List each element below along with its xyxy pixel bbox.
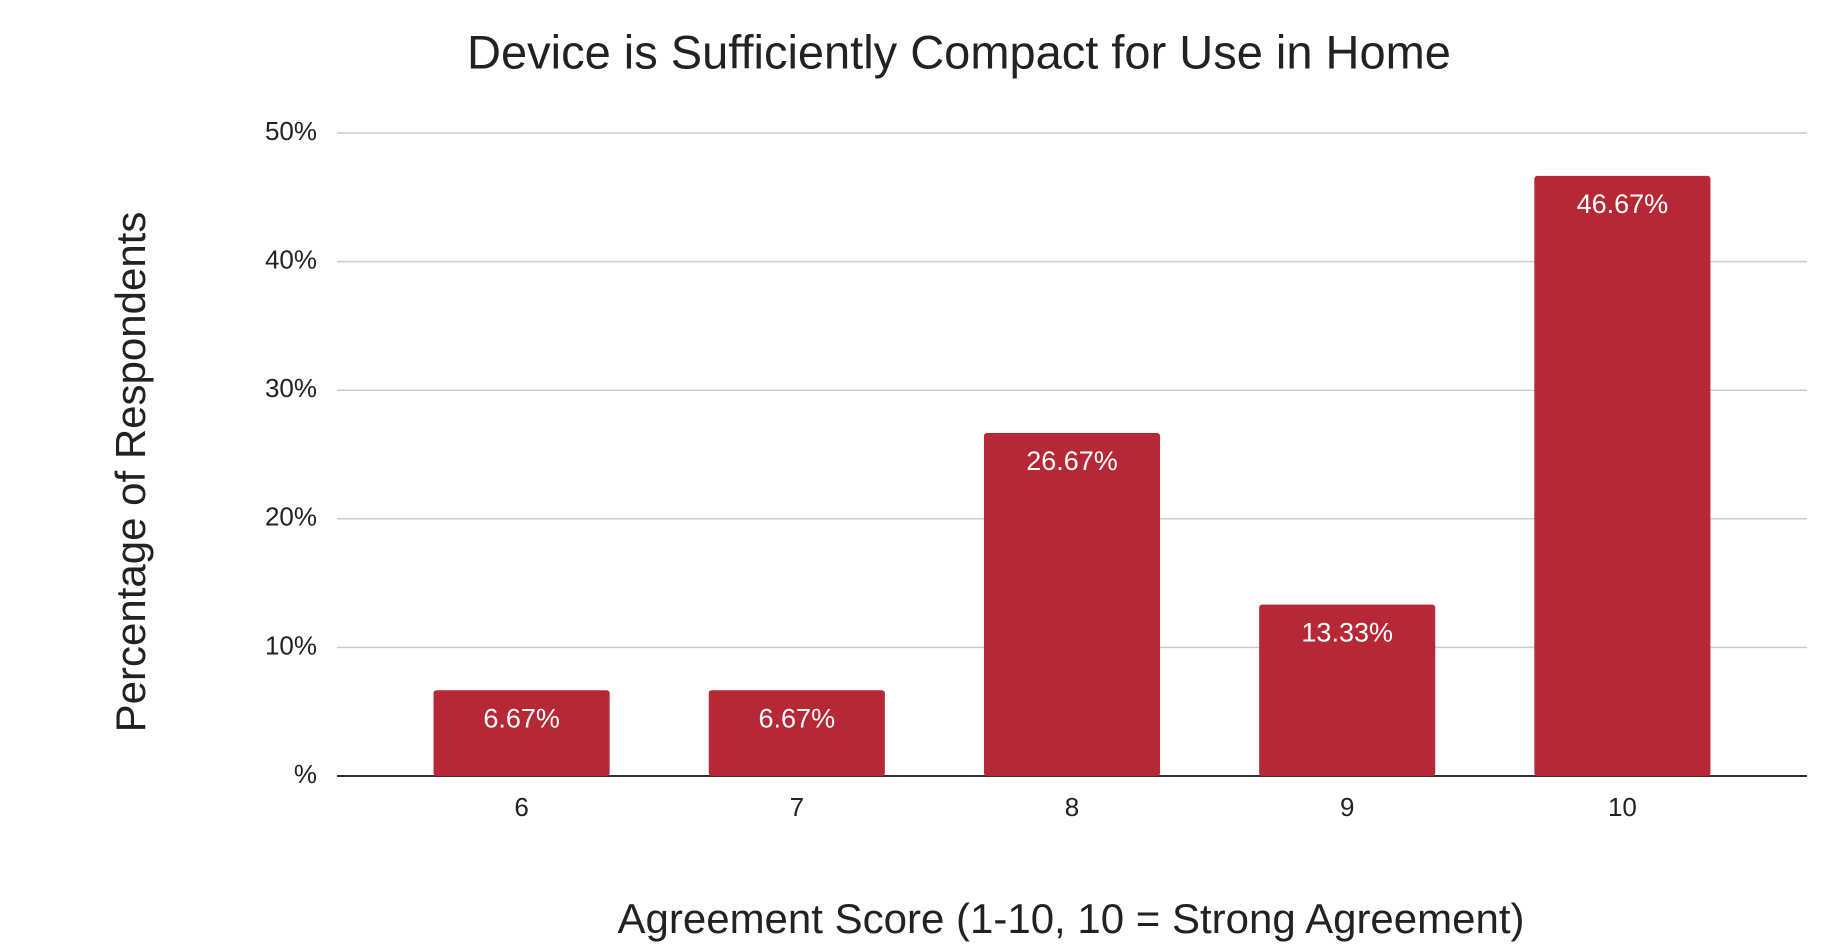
chart-title: Device is Sufficiently Compact for Use i… bbox=[467, 25, 1451, 78]
x-tick-label: 9 bbox=[1340, 792, 1354, 822]
bar bbox=[983, 433, 1161, 776]
data-label: 6.67% bbox=[759, 703, 836, 733]
x-tick-label: 6 bbox=[514, 792, 528, 822]
data-label: 26.67% bbox=[1026, 446, 1118, 476]
y-tick-label: % bbox=[294, 759, 317, 789]
data-label: 6.67% bbox=[483, 703, 560, 733]
y-tick-label: 10% bbox=[265, 630, 317, 660]
data-label: 13.33% bbox=[1301, 618, 1393, 648]
bar bbox=[708, 690, 885, 776]
y-tick-label: 50% bbox=[265, 116, 317, 146]
x-tick-label: 8 bbox=[1065, 792, 1079, 822]
y-tick-label: 20% bbox=[265, 502, 317, 532]
x-axis-label: Agreement Score (1-10, 10 = Strong Agree… bbox=[618, 895, 1525, 942]
bar bbox=[433, 690, 610, 776]
data-label: 46.67% bbox=[1577, 189, 1669, 219]
x-tick-label: 7 bbox=[790, 792, 804, 822]
x-tick-label: 10 bbox=[1608, 792, 1637, 822]
y-axis-label: Percentage of Respondents bbox=[107, 212, 154, 733]
bar bbox=[1534, 175, 1711, 777]
y-tick-label: 30% bbox=[265, 373, 317, 403]
bar bbox=[1259, 604, 1436, 776]
y-tick-label: 40% bbox=[265, 244, 317, 274]
